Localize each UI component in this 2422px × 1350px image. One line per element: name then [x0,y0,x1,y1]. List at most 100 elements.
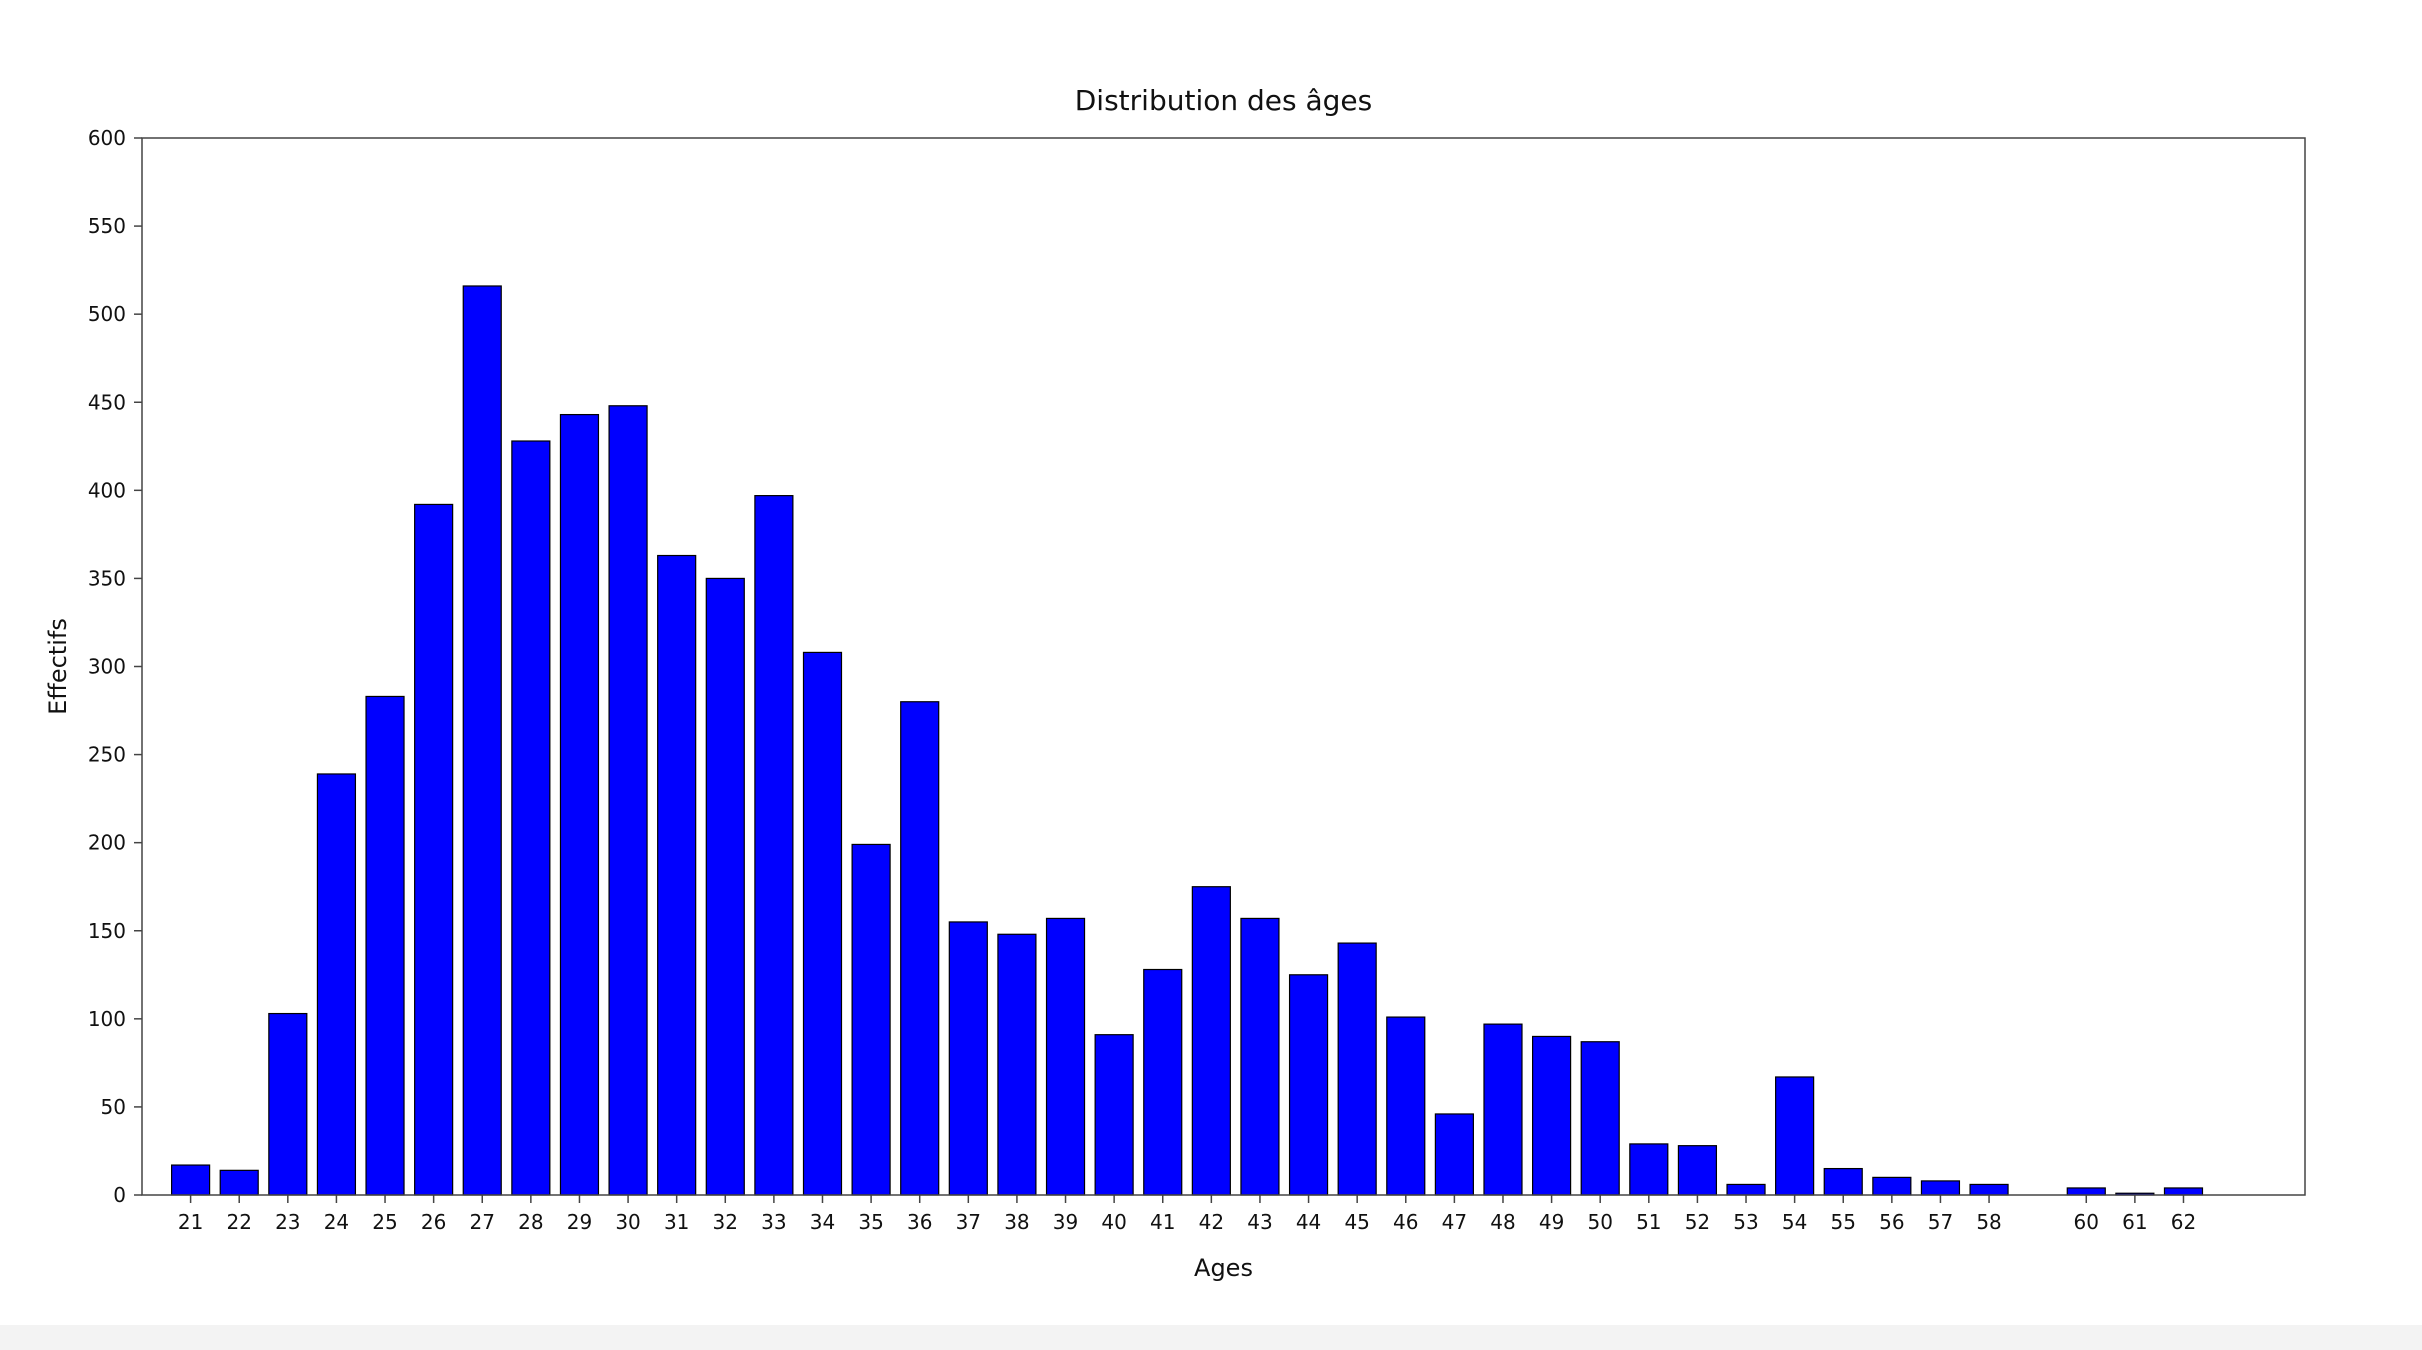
bar-age-46 [1386,1016,1426,1196]
y-tick-label: 450 [88,390,126,414]
bar-age-23 [268,1012,308,1196]
x-tick-label: 53 [1733,1210,1758,1234]
y-tick-label: 300 [88,655,126,679]
x-tick-label: 51 [1636,1210,1661,1234]
x-axis-label: Ages [1194,1254,1253,1282]
bar-age-52 [1677,1145,1718,1196]
bar-age-32 [705,577,745,1196]
x-tick-label: 42 [1199,1210,1224,1234]
x-tick-label: 62 [2171,1210,2196,1234]
x-tick-label: 24 [324,1210,349,1234]
x-tick-label: 26 [421,1210,446,1234]
x-tick-label: 61 [2122,1210,2147,1234]
bar-age-44 [1288,974,1329,1196]
bottom-band [0,1325,2422,1350]
bar-age-30 [608,405,648,1196]
x-tick-label: 48 [1490,1210,1515,1234]
y-axis: 0 50 100 150 200 250 300 350 400 450 500 550 600 [88,126,142,1207]
bar-age-53 [1726,1183,1766,1196]
bar-age-31 [657,554,697,1196]
bar-age-45 [1337,942,1377,1196]
y-tick-label: 100 [88,1007,126,1031]
x-tick-label: 43 [1247,1210,1272,1234]
x-tick-label: 57 [1928,1210,1953,1234]
bar-series [171,285,2204,1196]
x-tick-label: 30 [615,1210,640,1234]
x-tick-label: 27 [470,1210,495,1234]
y-axis-label: Effectifs [44,618,72,715]
x-tick-label: 23 [275,1210,300,1234]
x-tick-label: 54 [1782,1210,1807,1234]
bar-age-40 [1094,1034,1134,1196]
x-tick-label: 35 [858,1210,883,1234]
bar-age-34 [802,651,843,1196]
bar-age-38 [997,933,1037,1196]
x-tick-label: 58 [1976,1210,2001,1234]
x-tick-label: 44 [1296,1210,1321,1234]
y-tick-label: 600 [88,126,126,150]
chart-title: Distribution des âges [1075,84,1373,117]
bar-age-25 [365,695,405,1196]
bar-age-35 [851,843,891,1196]
bar-age-42 [1191,886,1231,1196]
bar-age-55 [1823,1167,1863,1196]
x-tick-label: 37 [956,1210,981,1234]
x-tick-label: 47 [1442,1210,1467,1234]
x-tick-label: 34 [810,1210,835,1234]
x-tick-label: 31 [664,1210,689,1234]
y-tick-label: 50 [101,1095,126,1119]
y-tick-label: 0 [113,1183,126,1207]
bar-age-36 [900,701,940,1196]
x-tick-label: 21 [178,1210,203,1234]
y-tick-label: 200 [88,831,126,855]
bar-age-50 [1580,1041,1620,1196]
bar-age-21 [171,1164,211,1196]
y-tick-label: 250 [88,743,126,767]
y-tick-label: 350 [88,566,126,590]
bar-age-41 [1143,968,1183,1196]
x-tick-label: 40 [1101,1210,1126,1234]
x-tick-label: 56 [1879,1210,1904,1234]
bar-age-58 [1969,1183,2009,1196]
bar-age-47 [1434,1113,1474,1196]
x-tick-label: 36 [907,1210,932,1234]
x-tick-label: 60 [2074,1210,2099,1234]
y-tick-label: 500 [88,302,126,326]
bar-age-43 [1240,917,1280,1196]
bar-age-48 [1483,1023,1523,1196]
x-tick-label: 46 [1393,1210,1418,1234]
bar-age-62 [2163,1187,2204,1196]
bar-age-29 [559,413,600,1196]
x-tick-label: 52 [1685,1210,1710,1234]
bar-age-33 [754,495,794,1196]
bar-age-26 [414,503,454,1196]
bar-age-28 [511,440,551,1196]
x-tick-label: 33 [761,1210,786,1234]
x-tick-label: 49 [1539,1210,1564,1234]
y-tick-label: 150 [88,919,126,943]
bar-age-51 [1629,1143,1669,1196]
x-tick-label: 55 [1831,1210,1856,1234]
x-tick-label: 22 [226,1210,251,1234]
bar-age-57 [1920,1180,1961,1196]
bar-age-37 [948,921,988,1196]
x-tick-label: 45 [1344,1210,1369,1234]
bar-age-56 [1872,1176,1912,1196]
x-tick-label: 28 [518,1210,543,1234]
bar-age-39 [1045,917,1086,1196]
x-tick-label: 50 [1587,1210,1612,1234]
x-tick-label: 38 [1004,1210,1029,1234]
bar-age-22 [219,1169,259,1196]
x-tick-label: 41 [1150,1210,1175,1234]
x-tick-label: 39 [1053,1210,1078,1234]
plot-frame [141,137,2306,1196]
y-tick-label: 400 [88,478,126,502]
bar-age-27 [462,285,502,1196]
bar-age-54 [1775,1076,1815,1196]
bar-age-49 [1531,1035,1572,1196]
x-tick-label: 29 [567,1210,592,1234]
x-axis: 21 22 23 24 25 26 27 28 29 30 31 32 33 34 35 36 37 38 39 40… [178,1195,2196,1234]
bar-age-24 [316,773,357,1196]
